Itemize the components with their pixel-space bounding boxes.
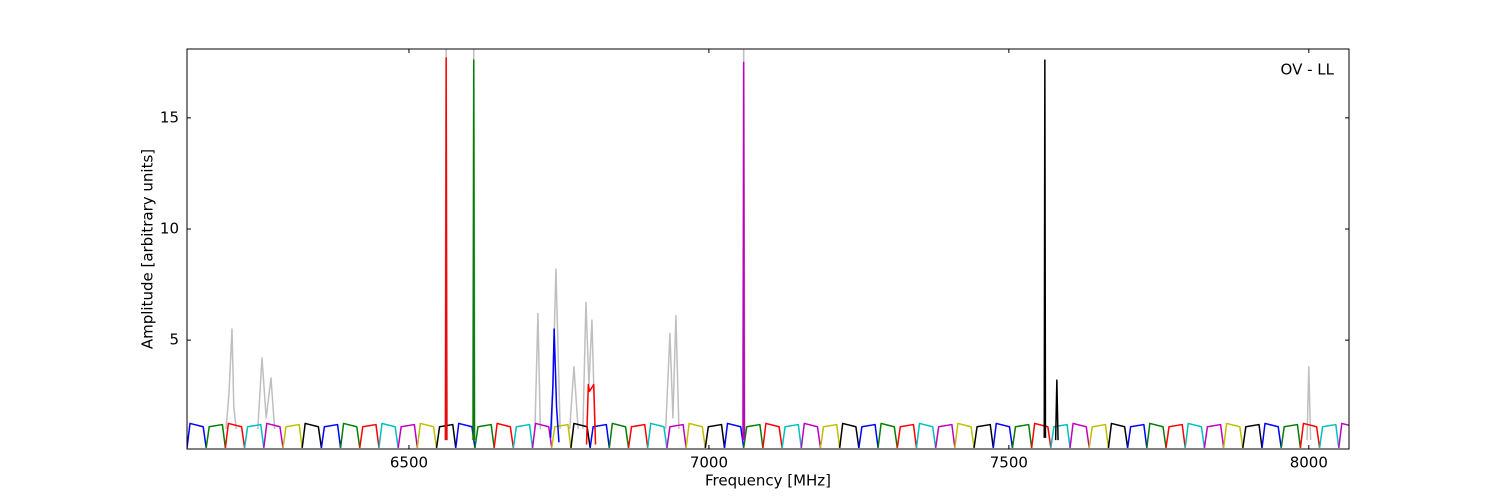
- x-axis-label: Frequency [MHz]: [705, 472, 831, 490]
- spectrum-line: [243, 423, 265, 448]
- spectrum-line: [934, 423, 956, 448]
- spectrum-line: [378, 422, 399, 448]
- spectrum-line: [1107, 422, 1129, 448]
- spectrum-line: [1261, 422, 1282, 448]
- spectrum-line: [742, 61, 746, 441]
- y-axis-label: Amplitude [arbitrary units]: [139, 149, 157, 349]
- spectrum-line: [187, 422, 207, 448]
- spectrum-line: [1088, 423, 1110, 448]
- spectrum-line: [896, 423, 918, 448]
- spectrum-line: [723, 422, 745, 448]
- spectrum-line: [858, 423, 879, 448]
- spectrum-line: [1011, 423, 1033, 448]
- annotation: OV - LL: [1281, 61, 1335, 79]
- x-tick-label: 7000: [690, 454, 728, 472]
- spectrum-line: [704, 423, 726, 448]
- spectrum-line: [257, 357, 276, 430]
- y-tick-label: 15: [160, 108, 179, 126]
- spectrum-line: [973, 423, 995, 448]
- spectrum-line: [472, 59, 476, 441]
- spectrum-line: [1043, 59, 1047, 438]
- spectrum-line: [339, 422, 361, 448]
- spectrum-line: [1030, 422, 1052, 448]
- x-tick-label: 7500: [990, 454, 1028, 472]
- spectrum-line: [800, 422, 822, 448]
- spectrum-line: [550, 423, 572, 448]
- spectrum-line: [359, 423, 380, 448]
- spectrum-line: [627, 423, 649, 448]
- spectrum-line: [685, 422, 707, 448]
- spectrum-line: [568, 366, 579, 430]
- plot-area: [187, 49, 1349, 448]
- spectrum-line: [205, 423, 227, 448]
- spectrum-line: [585, 383, 597, 445]
- spectrum-line: [531, 422, 553, 448]
- y-tick-label: 5: [169, 331, 179, 349]
- spectrum-line: [819, 423, 841, 448]
- spectrum-line: [1146, 422, 1167, 448]
- spectrum-line: [954, 422, 975, 448]
- spectrum-line: [1054, 379, 1059, 441]
- spectrum-line: [320, 423, 342, 448]
- spectrum-line: [282, 423, 303, 448]
- spectrum-line: [742, 423, 764, 448]
- spectrum-line: [1126, 423, 1148, 448]
- spectrum-line: [877, 422, 899, 448]
- spectrum-line: [838, 422, 860, 448]
- y-tick-label: 10: [160, 220, 179, 238]
- spectrum-line: [1242, 423, 1263, 448]
- spectrum-line: [1280, 423, 1302, 448]
- axes-frame: [186, 48, 1350, 450]
- spectrum-line: [474, 423, 495, 448]
- spectrum-line: [1318, 423, 1340, 448]
- spectrum-line: [225, 328, 237, 430]
- spectrum-line: [1165, 423, 1186, 448]
- spectrum-line: [534, 312, 542, 430]
- spectrum-line: [589, 423, 611, 448]
- spectrum-line: [493, 422, 515, 448]
- spectrum-line: [781, 423, 803, 448]
- spectrum-line: [301, 422, 323, 448]
- spectrum-line: [1222, 422, 1244, 448]
- spectrum-line: [224, 422, 246, 448]
- spectrum-line: [1184, 422, 1206, 448]
- spectrum-line: [646, 422, 668, 448]
- x-tick-label: 8000: [1290, 454, 1328, 472]
- spectrum-line: [1299, 422, 1321, 448]
- spectrum-line: [263, 422, 284, 448]
- spectrum-line: [512, 423, 534, 448]
- spectrum-line: [397, 423, 419, 448]
- spectrum-line: [444, 57, 448, 441]
- spectrum-line: [549, 328, 560, 443]
- spectrum-line: [992, 422, 1014, 448]
- spectrum-line: [666, 423, 687, 448]
- spectrum-line: [582, 301, 596, 430]
- spectrum-line: [1050, 423, 1071, 448]
- spectrum-line: [1069, 422, 1090, 448]
- spectrum-line: [416, 422, 438, 448]
- spectrum-line: [664, 314, 680, 430]
- spectrum-line: [1306, 366, 1312, 441]
- spectrum-line: [1338, 422, 1349, 448]
- spectrum-line: [915, 422, 937, 448]
- spectrum-line: [762, 422, 783, 448]
- x-tick-label: 6500: [390, 454, 428, 472]
- spectrum-line: [1203, 423, 1225, 448]
- spectrum-line: [570, 422, 591, 448]
- spectrum-line: [608, 422, 630, 448]
